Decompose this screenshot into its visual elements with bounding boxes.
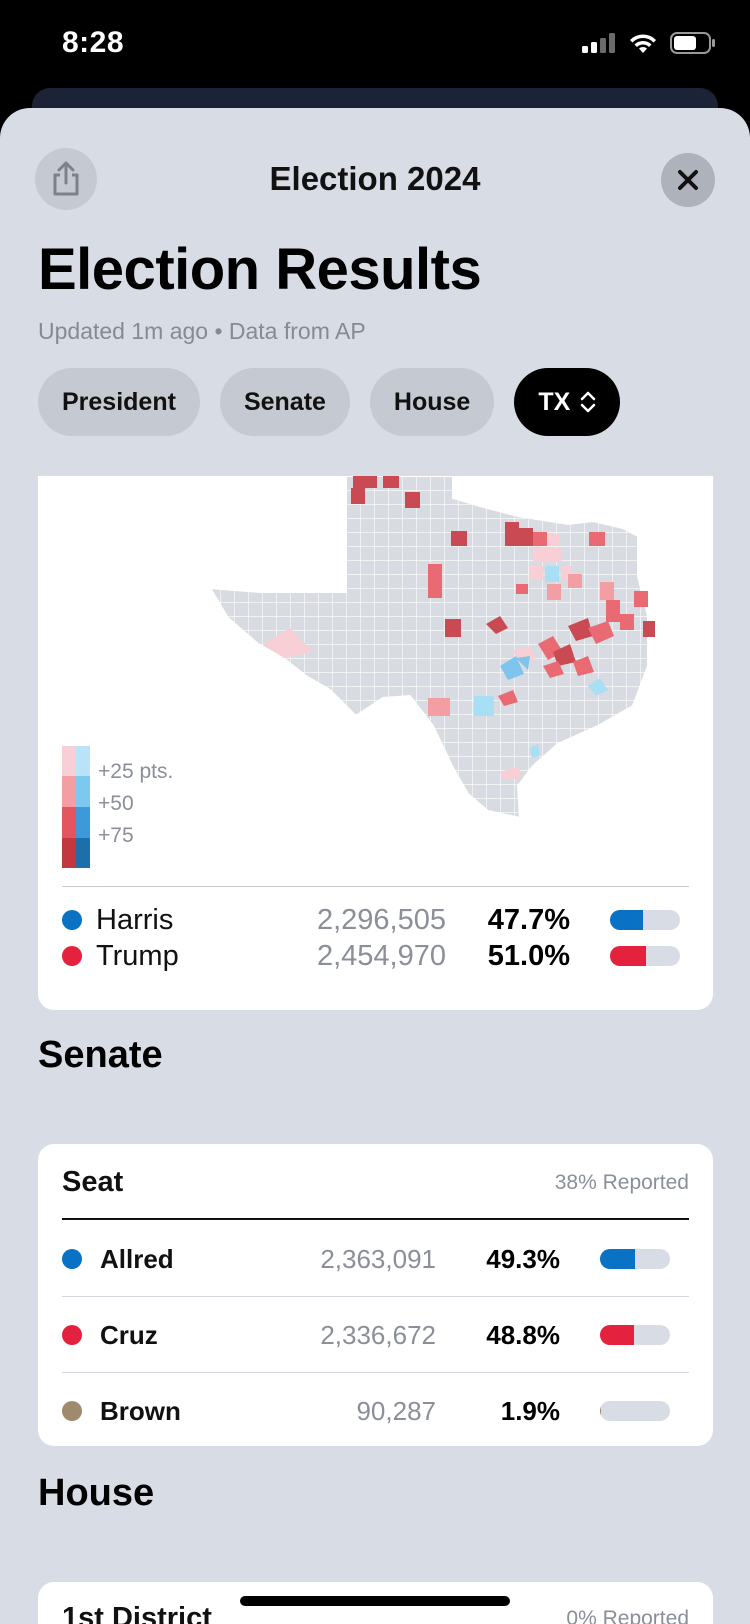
candidate-row: Trump 2,454,970 51.0% xyxy=(62,938,689,974)
texas-county-map[interactable] xyxy=(38,476,713,876)
candidate-color-dot xyxy=(62,910,82,930)
row-divider xyxy=(62,1296,689,1297)
share-icon xyxy=(53,161,79,196)
county-shading xyxy=(263,476,655,780)
election-sheet: Election 2024 Election Results Updated 1… xyxy=(0,108,750,1624)
page-title: Election Results xyxy=(38,237,482,302)
reported-percent: 38% Reported xyxy=(554,1170,689,1194)
candidate-percent: 51.0% xyxy=(487,939,570,972)
seat-header: Seat 38% Reported xyxy=(62,1166,689,1199)
status-icons xyxy=(582,32,716,54)
tab-house[interactable]: House xyxy=(369,368,495,436)
chevron-up-down-icon xyxy=(581,391,596,413)
candidate-name: Cruz xyxy=(100,1319,158,1350)
candidate-name: Brown xyxy=(100,1395,181,1426)
candidate-votes: 2,296,505 xyxy=(316,903,446,936)
tab-senate[interactable]: Senate xyxy=(219,368,350,436)
candidate-row: Allred 2,363,091 49.3% xyxy=(62,1222,689,1296)
candidate-votes: 2,454,970 xyxy=(316,939,446,972)
tab-label: President xyxy=(62,387,176,416)
cellular-signal-icon xyxy=(582,33,615,53)
reported-percent: 0% Reported xyxy=(566,1606,689,1624)
senate-section-title: Senate xyxy=(38,1034,163,1076)
status-time: 8:28 xyxy=(62,26,125,59)
margin-legend-labels: +25 pts. +50 +75 xyxy=(98,756,173,852)
candidate-color-dot xyxy=(62,946,82,966)
vote-share-bar xyxy=(600,1249,670,1269)
candidate-row: Harris 2,296,505 47.7% xyxy=(62,902,689,938)
legend-label: +75 xyxy=(98,824,134,847)
vote-share-bar xyxy=(610,946,680,966)
house-district-card[interactable]: 1st District 0% Reported xyxy=(38,1582,713,1624)
seat-title: Seat xyxy=(62,1166,124,1198)
candidate-percent: 49.3% xyxy=(486,1243,560,1274)
close-button[interactable] xyxy=(661,153,715,207)
state-results-card: +25 pts. +50 +75 Harris 2,296,505 47.7% … xyxy=(38,476,713,1010)
candidate-color-dot xyxy=(62,1249,82,1269)
tab-label: TX xyxy=(538,387,571,416)
candidate-votes: 2,363,091 xyxy=(320,1243,436,1274)
candidate-percent: 48.8% xyxy=(486,1319,560,1350)
tab-president[interactable]: President xyxy=(38,368,200,436)
candidate-color-dot xyxy=(62,1401,82,1421)
status-bar: 8:28 xyxy=(0,0,750,90)
home-indicator[interactable] xyxy=(240,1596,510,1606)
candidate-name: Allred xyxy=(100,1243,174,1274)
sheet-title: Election 2024 xyxy=(269,160,481,197)
senate-seat-card[interactable]: Seat 38% Reported Allred 2,363,091 49.3%… xyxy=(38,1144,713,1446)
candidate-votes: 2,336,672 xyxy=(320,1319,436,1350)
vote-share-fill xyxy=(600,1325,635,1345)
tab-label: House xyxy=(393,387,471,416)
close-icon xyxy=(678,170,698,190)
candidate-name: Harris xyxy=(96,903,174,936)
page-subtitle: Updated 1m ago • Data from AP xyxy=(38,318,366,344)
battery-icon xyxy=(670,32,715,54)
divider xyxy=(62,886,689,887)
vote-share-bar xyxy=(600,1325,670,1345)
vote-share-fill xyxy=(600,1249,635,1269)
vote-share-bar xyxy=(610,910,680,930)
seat-divider xyxy=(62,1218,689,1220)
district-header: 1st District 0% Reported xyxy=(62,1602,689,1624)
candidate-row: Brown 90,287 1.9% xyxy=(62,1374,689,1448)
tab-label: Senate xyxy=(243,387,326,416)
candidate-row: Cruz 2,336,672 48.8% xyxy=(62,1298,689,1372)
district-title: 1st District xyxy=(62,1602,212,1624)
candidate-name: Trump xyxy=(96,939,179,972)
row-divider xyxy=(62,1372,689,1373)
vote-share-fill xyxy=(610,910,644,930)
vote-share-bar xyxy=(600,1401,670,1421)
race-tabs: President Senate House TX xyxy=(38,368,621,436)
vote-share-fill xyxy=(610,946,646,966)
vote-share-fill xyxy=(600,1401,602,1421)
margin-legend-scale xyxy=(62,746,90,868)
state-selector[interactable]: TX xyxy=(514,368,621,436)
candidate-votes: 90,287 xyxy=(356,1395,436,1426)
candidate-percent: 47.7% xyxy=(487,903,570,936)
share-button[interactable] xyxy=(35,148,97,210)
candidate-percent: 1.9% xyxy=(500,1395,560,1426)
wifi-icon xyxy=(630,34,656,53)
candidate-color-dot xyxy=(62,1325,82,1345)
house-section-title: House xyxy=(38,1472,155,1514)
legend-label: +25 pts. xyxy=(98,760,174,783)
legend-label: +50 xyxy=(98,792,134,815)
